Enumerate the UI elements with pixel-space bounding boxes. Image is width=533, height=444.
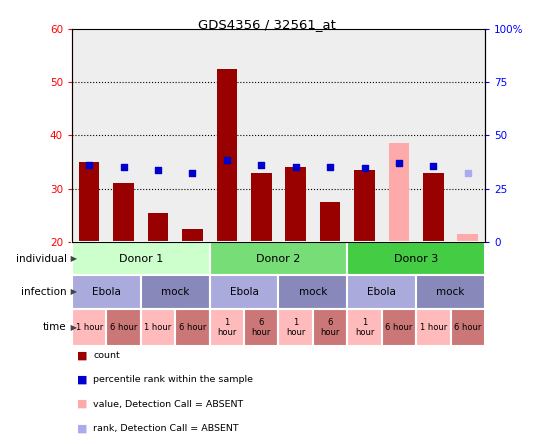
Bar xyxy=(348,309,382,346)
Bar xyxy=(457,234,478,242)
Text: mock: mock xyxy=(298,287,327,297)
Text: ▶: ▶ xyxy=(68,323,77,332)
Bar xyxy=(416,309,450,346)
Bar xyxy=(79,162,100,242)
Bar xyxy=(148,213,168,242)
Bar xyxy=(209,242,348,275)
Text: infection: infection xyxy=(21,287,67,297)
Bar xyxy=(348,275,416,309)
Bar xyxy=(72,242,209,275)
Bar xyxy=(175,309,209,346)
Text: Ebola: Ebola xyxy=(230,287,259,297)
Bar xyxy=(182,229,203,242)
Text: GDS4356 / 32561_at: GDS4356 / 32561_at xyxy=(198,18,335,31)
Text: Ebola: Ebola xyxy=(367,287,396,297)
Text: 1
hour: 1 hour xyxy=(286,318,305,337)
Point xyxy=(257,162,265,169)
Text: ■: ■ xyxy=(77,399,88,409)
Text: ▶: ▶ xyxy=(68,254,77,263)
Text: ■: ■ xyxy=(77,350,88,360)
Text: 1
hour: 1 hour xyxy=(217,318,237,337)
Text: rank, Detection Call = ABSENT: rank, Detection Call = ABSENT xyxy=(93,424,239,433)
Text: 1 hour: 1 hour xyxy=(76,323,103,332)
Bar xyxy=(72,309,107,346)
Point xyxy=(360,165,369,172)
Text: ▶: ▶ xyxy=(68,287,77,297)
Bar xyxy=(278,309,313,346)
Text: 1
hour: 1 hour xyxy=(355,318,374,337)
Bar xyxy=(389,143,409,242)
Point xyxy=(119,164,128,171)
Bar xyxy=(450,309,485,346)
Bar xyxy=(313,309,348,346)
Text: time: time xyxy=(43,322,67,333)
Text: individual: individual xyxy=(15,254,67,264)
Text: Ebola: Ebola xyxy=(92,287,121,297)
Text: 1 hour: 1 hour xyxy=(144,323,172,332)
Bar xyxy=(348,242,485,275)
Bar xyxy=(216,69,237,242)
Bar xyxy=(382,309,416,346)
Text: count: count xyxy=(93,351,120,360)
Text: 6 hour: 6 hour xyxy=(179,323,206,332)
Text: percentile rank within the sample: percentile rank within the sample xyxy=(93,375,253,384)
Text: value, Detection Call = ABSENT: value, Detection Call = ABSENT xyxy=(93,400,244,408)
Bar xyxy=(278,275,348,309)
Bar xyxy=(72,275,141,309)
Bar xyxy=(354,170,375,242)
Text: 6
hour: 6 hour xyxy=(252,318,271,337)
Text: Donor 2: Donor 2 xyxy=(256,254,301,264)
Text: 1 hour: 1 hour xyxy=(420,323,447,332)
Point xyxy=(188,169,197,176)
Point xyxy=(85,162,93,169)
Bar xyxy=(209,309,244,346)
Bar xyxy=(141,309,175,346)
Point xyxy=(154,166,162,173)
Bar xyxy=(141,275,209,309)
Point xyxy=(292,164,300,171)
Text: 6 hour: 6 hour xyxy=(110,323,138,332)
Point xyxy=(326,164,334,171)
Bar xyxy=(209,275,278,309)
Text: mock: mock xyxy=(161,287,189,297)
Text: Donor 3: Donor 3 xyxy=(394,254,438,264)
Text: ■: ■ xyxy=(77,424,88,433)
Bar xyxy=(320,202,341,242)
Text: 6
hour: 6 hour xyxy=(320,318,340,337)
Bar xyxy=(107,309,141,346)
Text: 6 hour: 6 hour xyxy=(385,323,413,332)
Point xyxy=(223,156,231,163)
Bar xyxy=(416,275,485,309)
Bar xyxy=(244,309,278,346)
Text: ■: ■ xyxy=(77,375,88,385)
Bar xyxy=(113,183,134,242)
Bar xyxy=(251,173,272,242)
Text: Donor 1: Donor 1 xyxy=(119,254,163,264)
Point xyxy=(429,163,438,170)
Text: mock: mock xyxy=(437,287,465,297)
Text: 6 hour: 6 hour xyxy=(454,323,481,332)
Bar xyxy=(423,173,443,242)
Point xyxy=(395,159,403,166)
Point xyxy=(464,169,472,176)
Bar xyxy=(285,167,306,242)
